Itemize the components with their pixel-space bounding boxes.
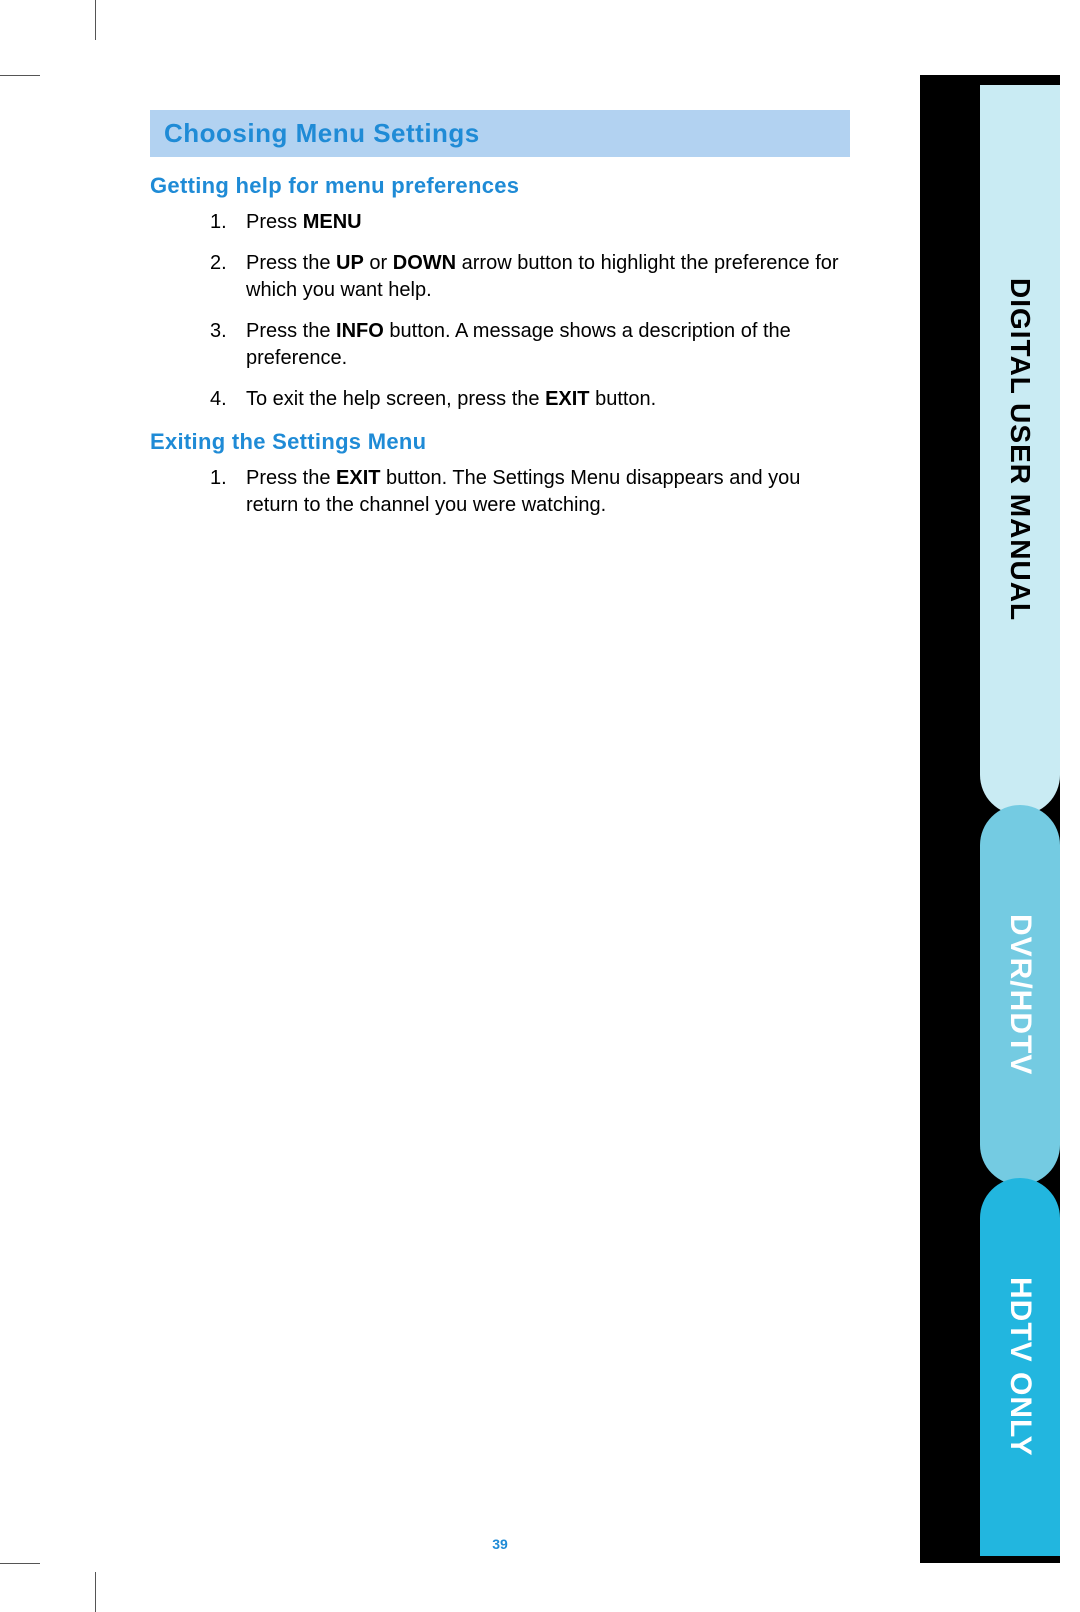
section-banner: Choosing Menu Settings xyxy=(150,110,850,157)
side-tab-digital-user-manual: DIGITAL USER MANUAL xyxy=(980,85,1060,815)
step-text: Press the xyxy=(246,467,336,489)
button-name: EXIT xyxy=(336,467,380,489)
side-tab-label: HDTV ONLY xyxy=(1003,1277,1037,1457)
step-text: button. xyxy=(590,388,657,410)
step-text: To exit the help screen, press the xyxy=(246,388,545,410)
side-tab-hdtv-only: HDTV ONLY xyxy=(980,1178,1060,1556)
list-item: Press the INFO button. A message shows a… xyxy=(210,318,850,372)
steps-list-exiting: Press the EXIT button. The Settings Menu… xyxy=(150,465,850,519)
step-text: Press xyxy=(246,211,303,233)
steps-list-getting-help: Press MENU Press the UP or DOWN arrow bu… xyxy=(150,209,850,413)
list-item: To exit the help screen, press the EXIT … xyxy=(210,386,850,413)
step-text: Press the xyxy=(246,252,336,274)
button-name: EXIT xyxy=(545,388,589,410)
side-tab-dvr-hdtv: DVR/HDTV xyxy=(980,805,1060,1185)
list-item: Press MENU xyxy=(210,209,850,236)
crop-mark xyxy=(0,1563,40,1564)
manual-page: DIGITAL USER MANUAL DVR/HDTV HDTV ONLY C… xyxy=(0,0,1080,1612)
button-name: UP xyxy=(336,252,364,274)
step-text: or xyxy=(364,252,393,274)
button-name: MENU xyxy=(303,211,362,233)
crop-mark xyxy=(0,75,40,76)
list-item: Press the EXIT button. The Settings Menu… xyxy=(210,465,850,519)
side-tab-label: DIGITAL USER MANUAL xyxy=(1004,278,1036,621)
button-name: INFO xyxy=(336,320,384,342)
step-text: Press the xyxy=(246,320,336,342)
crop-mark xyxy=(95,0,96,40)
side-tab-label: DVR/HDTV xyxy=(1003,914,1037,1075)
subheading-exiting-settings: Exiting the Settings Menu xyxy=(150,429,850,455)
list-item: Press the UP or DOWN arrow button to hig… xyxy=(210,250,850,304)
subheading-getting-help: Getting help for menu preferences xyxy=(150,173,850,199)
page-content: Choosing Menu Settings Getting help for … xyxy=(150,110,850,533)
button-name: DOWN xyxy=(393,252,456,274)
crop-mark xyxy=(95,1572,96,1612)
page-number: 39 xyxy=(0,1536,1000,1552)
